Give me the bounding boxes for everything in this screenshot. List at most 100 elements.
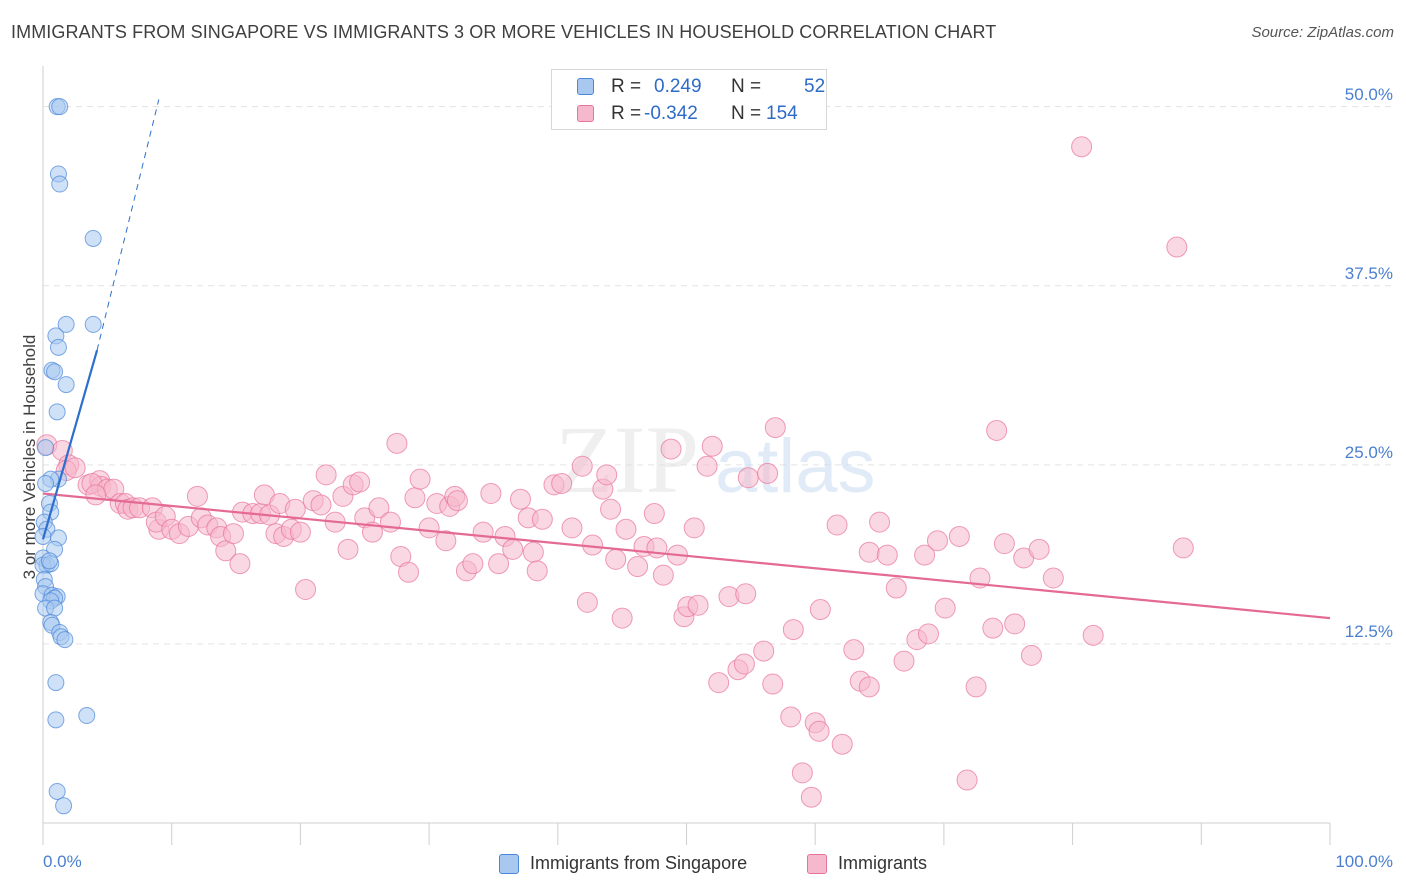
data-point (435, 530, 457, 552)
x-tick-max: 100.0% (1335, 852, 1393, 871)
data-point (337, 538, 359, 560)
data-point (215, 540, 237, 562)
data-point (809, 599, 831, 621)
data-point (502, 538, 524, 560)
data-point (49, 338, 67, 356)
legend-label-immigrants: Immigrants (838, 853, 928, 873)
data-point (948, 525, 970, 547)
data-point (683, 517, 705, 539)
data-point (522, 541, 544, 563)
data-point (48, 403, 66, 421)
data-point (1042, 567, 1064, 589)
data-point (982, 617, 1004, 639)
data-point (831, 733, 853, 755)
data-point (409, 468, 431, 490)
data-point (289, 521, 311, 543)
y-tick-label: 25.0% (1344, 442, 1393, 462)
n-label: N = (731, 103, 762, 124)
stats-row-immigrants: R = -0.342 N = 154 (552, 101, 826, 127)
watermark: ZIP atlas (555, 406, 876, 513)
data-point (876, 544, 898, 566)
data-point (762, 673, 784, 695)
data-point (84, 315, 102, 333)
data-point (753, 640, 775, 662)
data-point (480, 482, 502, 504)
legend: Immigrants from Singapore Immigrants (0, 852, 1406, 878)
data-point (55, 797, 73, 815)
data-point (1172, 537, 1194, 559)
data-point (404, 487, 426, 509)
data-point (368, 497, 390, 519)
data-point (37, 439, 55, 457)
data-point (222, 523, 244, 545)
r-label: R = (611, 103, 642, 124)
data-point (1071, 136, 1093, 158)
y-tick-label: 50.0% (1344, 84, 1393, 104)
watermark-atlas: atlas (715, 424, 876, 509)
pink-swatch (577, 105, 594, 122)
data-point (652, 564, 674, 586)
blue-swatch (577, 78, 594, 95)
data-point (571, 455, 593, 477)
n-label: N = (731, 76, 762, 97)
data-point (646, 537, 668, 559)
data-point (551, 472, 573, 494)
r-label: R = (611, 76, 642, 97)
data-point (764, 417, 786, 439)
data-point (782, 619, 804, 641)
data-point (509, 488, 531, 510)
data-point (1004, 613, 1026, 635)
r-value: 0.249 (654, 76, 702, 97)
data-point (615, 518, 637, 540)
legend-label-singapore: Immigrants from Singapore (530, 853, 748, 873)
data-point (917, 623, 939, 645)
y-tick-label: 37.5% (1344, 263, 1393, 283)
data-point (47, 674, 65, 692)
y-tick-label: 12.5% (1344, 621, 1393, 641)
data-point (605, 548, 627, 570)
source-label: Source: ZipAtlas.com (1251, 24, 1394, 41)
data-point (85, 484, 107, 506)
data-point (843, 639, 865, 661)
data-point (295, 578, 317, 600)
data-point (858, 676, 880, 698)
data-point (926, 530, 948, 552)
data-point (186, 485, 208, 507)
series-immigrants-from-singapore (34, 98, 102, 815)
data-point (660, 438, 682, 460)
data-point (56, 631, 74, 649)
data-point (885, 577, 907, 599)
data-point (462, 553, 484, 575)
trend-line-singapore-extension (96, 99, 160, 351)
data-point (701, 435, 723, 457)
data-point (869, 511, 891, 533)
data-point (64, 457, 86, 479)
data-point (51, 98, 69, 116)
chart-title: IMMIGRANTS FROM SINGAPORE VS IMMIGRANTS … (11, 22, 997, 42)
data-point (349, 471, 371, 493)
data-point (561, 517, 583, 539)
data-point (914, 544, 936, 566)
data-point (934, 597, 956, 619)
data-point (57, 376, 75, 394)
trend-line-immigrants (42, 492, 1331, 620)
data-point (808, 720, 830, 742)
data-point (596, 464, 618, 486)
data-point (472, 521, 494, 543)
series-immigrants (36, 136, 1194, 808)
data-point (37, 474, 55, 492)
data-point (229, 553, 251, 575)
n-value: 52 (804, 76, 826, 97)
r-value: -0.342 (644, 103, 698, 124)
data-point (708, 672, 730, 694)
data-point (1082, 624, 1104, 646)
data-point (733, 653, 755, 675)
correlation-stats-box: R = 0.249 N = 52 R = -0.342 N = 154 (551, 69, 827, 130)
data-point (1028, 538, 1050, 560)
data-point (611, 607, 633, 629)
legend-pink-swatch (807, 854, 827, 874)
data-point (800, 786, 822, 808)
data-point (687, 594, 709, 616)
data-point (57, 315, 75, 333)
